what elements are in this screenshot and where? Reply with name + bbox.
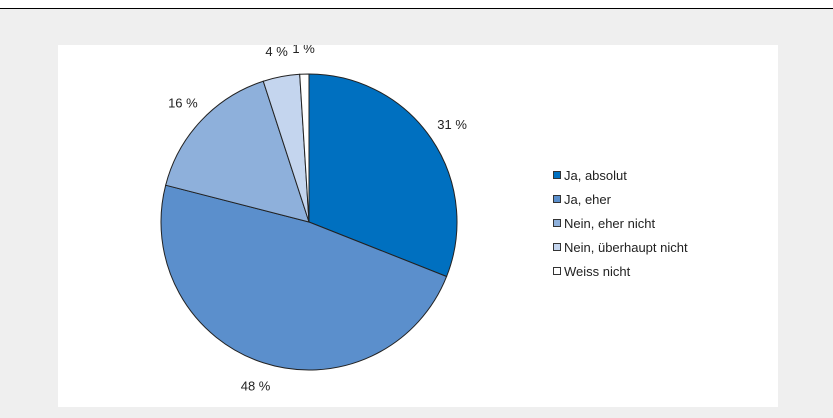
legend-swatch bbox=[553, 243, 561, 251]
chart-card: 31 % 48 % 16 % 4 % 1 % Ja, absolut Ja, eher … bbox=[58, 45, 778, 407]
legend-swatch bbox=[553, 219, 561, 227]
data-label-ja-eher: 48 % bbox=[241, 379, 271, 394]
top-rule bbox=[0, 8, 833, 9]
legend: Ja, absolut Ja, eher Nein, eher nicht Ne… bbox=[553, 163, 688, 283]
data-label-nein-ueberhaupt-nicht: 4 % bbox=[265, 45, 288, 59]
data-label-nein-eher-nicht: 16 % bbox=[168, 96, 198, 111]
pie-slice-nein-eher-nicht bbox=[165, 80, 310, 223]
legend-label: Nein, überhaupt nicht bbox=[564, 239, 688, 255]
legend-swatch bbox=[553, 195, 561, 203]
legend-item-nein-eher-nicht: Nein, eher nicht bbox=[553, 211, 688, 235]
legend-item-ja-absolut: Ja, absolut bbox=[553, 163, 688, 187]
outer-panel: 31 % 48 % 16 % 4 % 1 % Ja, absolut Ja, eher … bbox=[0, 9, 833, 418]
legend-item-weiss-nicht: Weiss nicht bbox=[553, 259, 688, 283]
legend-label: Nein, eher nicht bbox=[564, 215, 656, 231]
legend-item-nein-ueberhaupt-nicht: Nein, überhaupt nicht bbox=[553, 235, 688, 259]
legend-swatch bbox=[553, 171, 561, 179]
legend-item-ja-eher: Ja, eher bbox=[553, 187, 688, 211]
pie-slice-ja-eher bbox=[160, 184, 448, 371]
data-label-ja-absolut: 31 % bbox=[437, 117, 467, 132]
data-label-weiss-nicht: 1 % bbox=[292, 45, 315, 56]
legend-label: Ja, eher bbox=[564, 191, 611, 207]
pie-chart: 31 % 48 % 16 % 4 % 1 % bbox=[160, 45, 467, 394]
legend-label: Ja, absolut bbox=[564, 167, 627, 183]
pie-slice-ja-absolut bbox=[308, 73, 458, 278]
legend-label: Weiss nicht bbox=[564, 263, 631, 279]
pie-slice-weiss-nicht bbox=[299, 73, 310, 223]
legend-swatch bbox=[553, 267, 561, 275]
